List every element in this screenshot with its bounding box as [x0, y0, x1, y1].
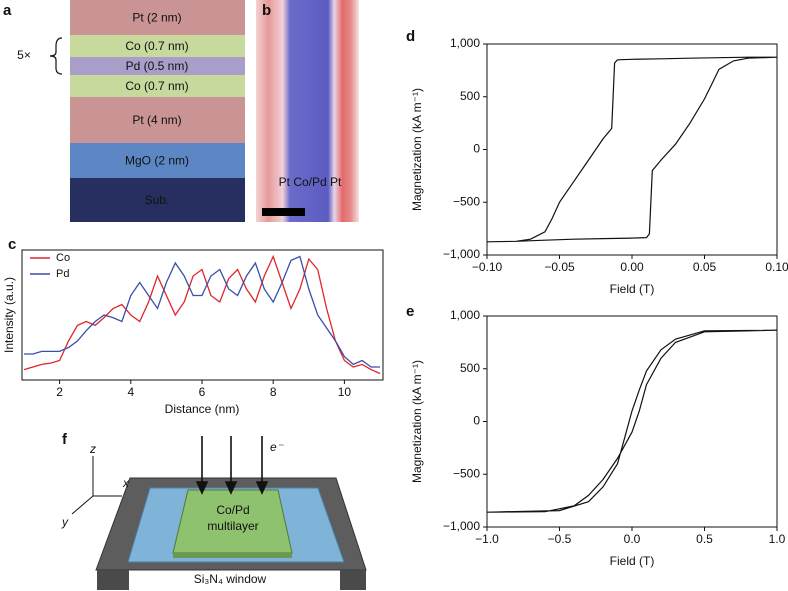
legend-label: Pd: [56, 268, 69, 280]
y-tick-label: 0: [473, 414, 480, 428]
axes-triad: [71, 456, 122, 515]
setup-diagram: f e⁻ z x y Co/Pd multilayer Si₃N₄ window: [61, 431, 367, 590]
x-axis-label: Field (T): [610, 282, 655, 296]
sample-label: Co/Pd: [216, 503, 249, 517]
x-tick-label: 4: [127, 385, 134, 399]
panel-label: e: [406, 303, 414, 320]
y-tick-label: −500: [453, 466, 480, 480]
window-label: Si₃N₄ window: [194, 572, 267, 586]
layer-label: Pd (0.5 nm): [126, 59, 189, 73]
plot-frame: [486, 43, 778, 256]
y-tick-label: 500: [460, 89, 480, 103]
beam-label: e⁻: [270, 440, 285, 454]
layer-label: Co (0.7 nm): [125, 79, 188, 93]
y-tick-label: 500: [460, 361, 480, 375]
data-line: [486, 329, 778, 513]
y-tick-label: 0: [473, 142, 480, 156]
panel-label: f: [62, 431, 68, 448]
y-tick-label: 1,000: [450, 36, 480, 50]
x-tick-label: 0.0: [624, 532, 641, 546]
y-axis-label: Intensity (a.u.): [2, 277, 16, 353]
y-tick-label: −1,000: [443, 247, 480, 261]
layer: [70, 178, 245, 222]
axis-label: y: [61, 515, 69, 529]
axis-label: x: [122, 476, 130, 490]
y-tick-label: −500: [453, 194, 480, 208]
layer: [70, 75, 245, 97]
x-tick-label: 0.10: [765, 260, 788, 274]
x-tick-label: −0.10: [472, 260, 503, 274]
layer-label: Pt (2 nm): [132, 11, 181, 25]
sample-label: multilayer: [207, 519, 258, 533]
arrow-head: [224, 481, 238, 495]
x-tick-label: 1.0: [769, 532, 786, 546]
layer-stack: a 5×: [3, 2, 63, 75]
frame-leg: [340, 570, 366, 590]
panel-label: b: [262, 2, 271, 19]
repeat-label: 5×: [17, 48, 31, 62]
data-line: [23, 254, 381, 375]
x-tick-label: 0.5: [696, 532, 713, 546]
axis-label: z: [89, 442, 96, 456]
scale-bar: [262, 208, 305, 216]
panel-label: a: [3, 2, 12, 19]
x-axis-label: Distance (nm): [165, 402, 240, 416]
axis-arrow: [71, 495, 94, 515]
layer: [70, 0, 245, 35]
y-tick-label: 1,000: [450, 308, 480, 322]
layer: [70, 57, 245, 75]
repeat-bracket: [49, 37, 63, 75]
beam: [195, 436, 269, 495]
layer: [70, 35, 245, 57]
x-tick-label: 8: [270, 385, 277, 399]
panel-label: d: [406, 28, 415, 45]
eels-caption: Pt Co/Pd Pt: [279, 175, 342, 189]
arrow-head: [195, 481, 209, 495]
eels-map: b Pt Co/Pd Pt: [256, 0, 359, 222]
arrow-head: [255, 481, 269, 495]
data-line: [486, 56, 778, 243]
x-axis-label: Field (T): [610, 554, 655, 568]
x-tick-label: 10: [338, 385, 352, 399]
plot-frame: [486, 315, 778, 528]
x-tick-label: −0.5: [548, 532, 572, 546]
x-tick-label: 6: [199, 385, 206, 399]
x-tick-label: 2: [56, 385, 63, 399]
layer: [70, 143, 245, 178]
y-axis-label: Magnetization (kA m⁻¹): [410, 360, 424, 483]
x-tick-label: 0.05: [693, 260, 717, 274]
y-tick-label: −1,000: [443, 519, 480, 533]
layer-label: Co (0.7 nm): [125, 39, 188, 53]
data-line: [24, 255, 380, 368]
eels-image: [256, 0, 359, 222]
x-tick-label: −0.05: [544, 260, 575, 274]
frame-leg: [97, 570, 129, 590]
x-tick-label: −1.0: [475, 532, 499, 546]
sample-edge: [173, 553, 292, 558]
layer-label: Pt (4 nm): [132, 113, 181, 127]
layer-label: Sub.: [145, 193, 170, 207]
y-axis-label: Magnetization (kA m⁻¹): [410, 88, 424, 211]
panel-label: c: [8, 236, 16, 253]
layer-label: MgO (2 nm): [125, 154, 189, 168]
layer: [70, 97, 245, 143]
x-tick-label: 0.00: [620, 260, 644, 274]
legend-label: Co: [56, 252, 70, 264]
